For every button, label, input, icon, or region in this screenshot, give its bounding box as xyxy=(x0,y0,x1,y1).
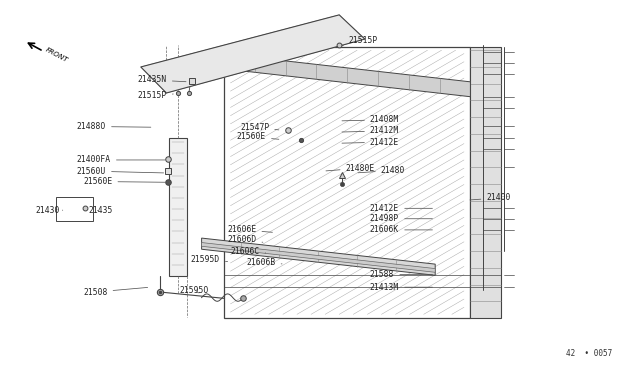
Text: 21560E: 21560E xyxy=(237,132,279,141)
Text: 21412M: 21412M xyxy=(342,126,399,135)
Text: 21400FA: 21400FA xyxy=(77,155,165,164)
Text: 21412E: 21412E xyxy=(342,138,399,147)
Text: 21606C: 21606C xyxy=(230,247,266,256)
Text: 21547P: 21547P xyxy=(240,123,279,132)
Text: 21435N: 21435N xyxy=(138,76,186,84)
Text: 21413M: 21413M xyxy=(370,283,433,292)
Polygon shape xyxy=(202,238,435,275)
Text: 21606D: 21606D xyxy=(227,235,263,244)
Text: 21606K: 21606K xyxy=(370,225,433,234)
Text: 21498P: 21498P xyxy=(370,214,433,223)
Text: 21508: 21508 xyxy=(83,288,148,296)
Text: 21480: 21480 xyxy=(358,166,405,175)
Bar xyxy=(470,46,501,318)
Text: 21435: 21435 xyxy=(88,206,113,215)
Text: 21488O: 21488O xyxy=(77,122,151,131)
Text: 21412E: 21412E xyxy=(370,204,433,213)
Text: 21595O: 21595O xyxy=(179,286,209,295)
Polygon shape xyxy=(224,54,470,97)
Text: 21606E: 21606E xyxy=(227,225,273,234)
Polygon shape xyxy=(202,243,435,272)
Text: 21515P: 21515P xyxy=(138,92,173,100)
Text: 21560E: 21560E xyxy=(83,177,165,186)
Text: FRONT: FRONT xyxy=(45,46,69,64)
Bar xyxy=(56,197,93,221)
Text: 21595D: 21595D xyxy=(191,255,228,264)
Text: 21588: 21588 xyxy=(370,270,433,279)
Bar xyxy=(224,46,470,318)
Text: 21430: 21430 xyxy=(35,206,63,215)
Text: 21560U: 21560U xyxy=(77,167,164,176)
Text: 21400: 21400 xyxy=(470,193,511,202)
Text: 42  • 0057: 42 • 0057 xyxy=(566,349,612,358)
Text: 21515P: 21515P xyxy=(342,36,378,46)
Text: 21606B: 21606B xyxy=(246,258,282,267)
Text: 21408M: 21408M xyxy=(342,115,399,124)
Polygon shape xyxy=(141,15,365,93)
Text: 21480E: 21480E xyxy=(326,164,375,173)
Bar xyxy=(169,138,187,276)
